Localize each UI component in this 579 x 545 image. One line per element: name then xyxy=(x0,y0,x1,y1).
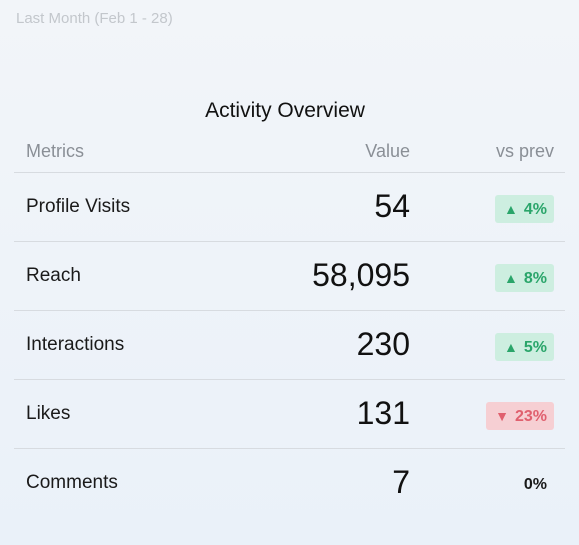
metric-label: Reach xyxy=(26,265,81,286)
metric-value: 7 xyxy=(392,464,410,500)
metric-label: Interactions xyxy=(26,334,125,355)
change-percent: 8% xyxy=(523,270,547,287)
change-badge: ▲ 5% xyxy=(495,333,554,361)
card-title: Activity Overview xyxy=(205,99,365,122)
table-row-comments: Comments 7 0% xyxy=(14,449,565,517)
period-label: Last Month (Feb 1 - 28) xyxy=(16,10,173,27)
metric-label: Profile Visits xyxy=(26,196,131,217)
change-badge: ▲ 8% xyxy=(495,264,554,292)
metric-value: 54 xyxy=(374,188,410,224)
table-row-profile-visits: Profile Visits 54 ▲ 4% xyxy=(14,173,565,242)
metrics-table: Metrics Value vs prev Profile Visits 54 … xyxy=(14,136,565,517)
change-percent: 0% xyxy=(523,476,547,493)
table-row-reach: Reach 58,095 ▲ 8% xyxy=(14,242,565,311)
metric-value: 131 xyxy=(356,395,410,431)
metric-value: 58,095 xyxy=(312,257,410,293)
change-percent: 23% xyxy=(514,408,547,425)
change-badge: 0% xyxy=(515,471,554,499)
change-badge: ▲ 4% xyxy=(495,195,554,223)
table-header: Metrics Value vs prev xyxy=(14,136,565,173)
change-badge: ▼ 23% xyxy=(486,402,554,430)
change-percent: 4% xyxy=(523,201,547,218)
column-header-vs-prev: vs prev xyxy=(495,141,554,161)
change-percent: 5% xyxy=(523,339,547,356)
arrow-down-icon: ▼ xyxy=(495,408,509,424)
table-row-interactions: Interactions 230 ▲ 5% xyxy=(14,311,565,380)
metric-label: Likes xyxy=(26,403,71,424)
arrow-up-icon: ▲ xyxy=(504,339,518,355)
metric-label: Comments xyxy=(26,472,118,493)
column-header-metrics: Metrics xyxy=(26,141,84,161)
column-header-value: Value xyxy=(365,141,410,161)
table-row-likes: Likes 131 ▼ 23% xyxy=(14,380,565,449)
metric-value: 230 xyxy=(356,326,410,362)
arrow-up-icon: ▲ xyxy=(504,201,518,217)
arrow-up-icon: ▲ xyxy=(504,270,518,286)
